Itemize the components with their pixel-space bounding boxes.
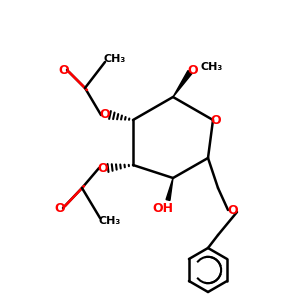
Polygon shape (166, 178, 173, 200)
Text: O: O (59, 64, 69, 76)
Text: O: O (188, 64, 198, 76)
Polygon shape (173, 70, 192, 97)
Text: CH₃: CH₃ (99, 216, 121, 226)
Text: CH₃: CH₃ (201, 62, 223, 72)
Text: O: O (100, 109, 110, 122)
Text: O: O (228, 203, 238, 217)
Text: OH: OH (152, 202, 173, 214)
Text: O: O (98, 161, 108, 175)
Text: O: O (55, 202, 65, 214)
Text: O: O (211, 113, 221, 127)
Text: CH₃: CH₃ (104, 54, 126, 64)
